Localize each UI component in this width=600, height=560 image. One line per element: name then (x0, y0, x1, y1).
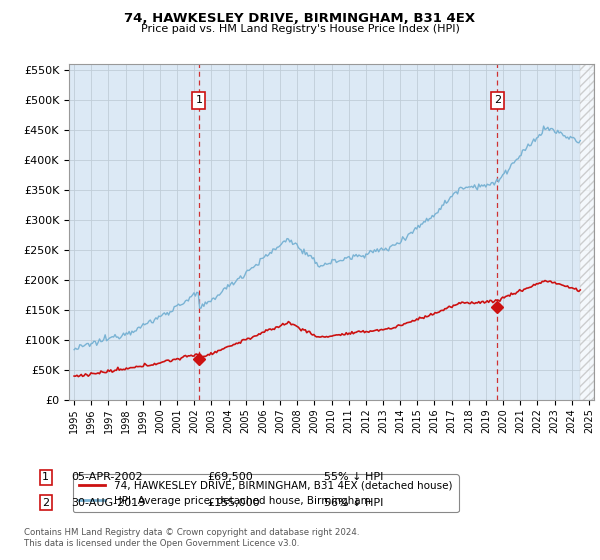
Text: £155,000: £155,000 (207, 498, 260, 508)
Text: 2: 2 (494, 95, 501, 105)
Text: 05-APR-2002: 05-APR-2002 (71, 472, 142, 482)
Legend: 74, HAWKESLEY DRIVE, BIRMINGHAM, B31 4EX (detached house), HPI: Average price, d: 74, HAWKESLEY DRIVE, BIRMINGHAM, B31 4EX… (73, 474, 458, 512)
Text: 55% ↓ HPI: 55% ↓ HPI (324, 472, 383, 482)
Text: 30-AUG-2019: 30-AUG-2019 (71, 498, 145, 508)
Text: £69,500: £69,500 (207, 472, 253, 482)
Text: 2: 2 (42, 498, 49, 508)
Text: Contains HM Land Registry data © Crown copyright and database right 2024.
This d: Contains HM Land Registry data © Crown c… (24, 528, 359, 548)
Text: 1: 1 (196, 95, 202, 105)
Text: 1: 1 (42, 472, 49, 482)
Text: 74, HAWKESLEY DRIVE, BIRMINGHAM, B31 4EX: 74, HAWKESLEY DRIVE, BIRMINGHAM, B31 4EX (124, 12, 476, 25)
Text: Price paid vs. HM Land Registry's House Price Index (HPI): Price paid vs. HM Land Registry's House … (140, 24, 460, 34)
Text: 56% ↓ HPI: 56% ↓ HPI (324, 498, 383, 508)
